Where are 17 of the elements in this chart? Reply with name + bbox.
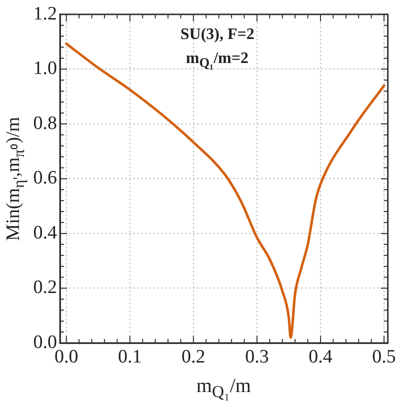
x-tick-label: 0.2 — [182, 346, 206, 368]
y-tick-label: 0.8 — [33, 112, 57, 134]
y-tick-label: 0.0 — [33, 332, 57, 353]
line-series — [65, 42, 386, 339]
annotation: SU(3), F=2 — [180, 26, 254, 44]
x-tick-label: 0.1 — [118, 346, 142, 368]
y-tick-label: 1.2 — [33, 3, 57, 24]
y-tick-label: 0.6 — [33, 168, 57, 189]
x-tick-label: 0.3 — [245, 346, 269, 368]
x-tick-label: 0.5 — [372, 346, 396, 368]
y-tick-label: 1.0 — [33, 58, 57, 80]
y-tick-label: 0.2 — [33, 277, 57, 298]
annotation: m$_{Q₁}$/m=2 — [186, 50, 248, 72]
x-tick-label: 0.0 — [54, 346, 78, 368]
y-tick-label: 0.4 — [33, 222, 58, 244]
x-tick-label: 0.4 — [308, 346, 333, 368]
x-axis-title: m$_{Q₁}$/m — [196, 375, 251, 402]
